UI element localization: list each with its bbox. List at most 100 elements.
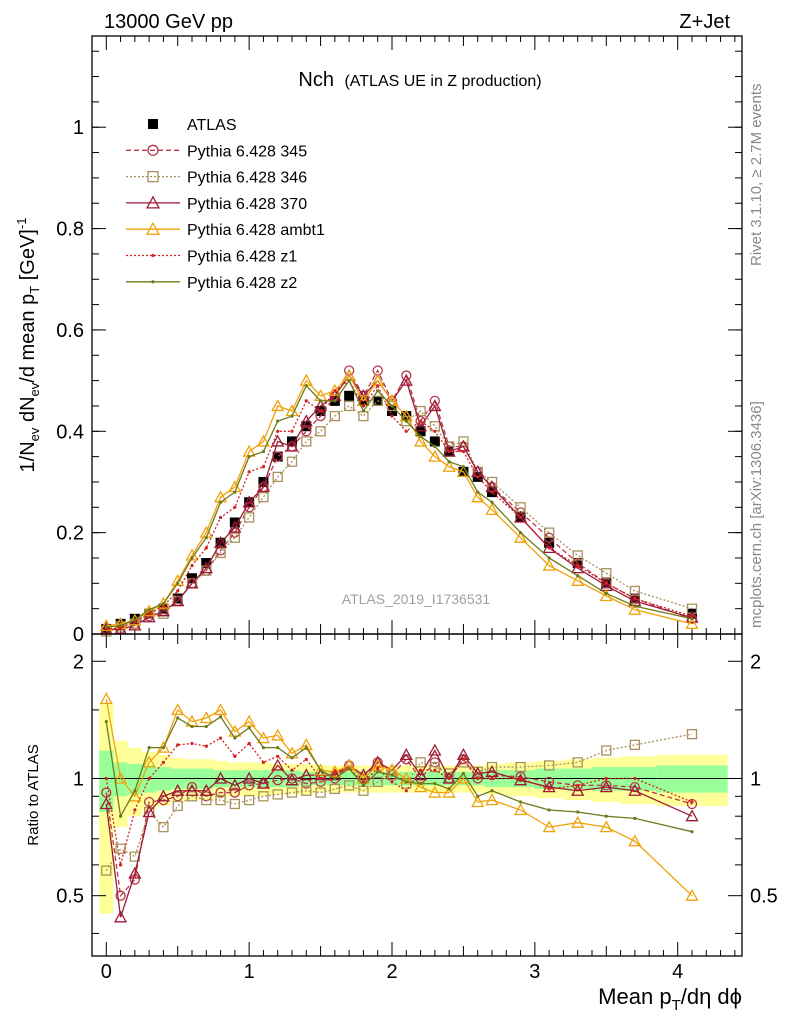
mc-data-point — [271, 434, 285, 447]
mc-data-point — [404, 419, 408, 423]
ratio-data-point — [433, 782, 437, 786]
mc-data-point — [476, 475, 480, 479]
ratio-data-point — [628, 834, 642, 847]
ratio-data-point — [604, 776, 608, 781]
ratio-data-point — [490, 776, 494, 781]
mc-data-point — [161, 601, 166, 606]
ratio-data-point — [599, 780, 613, 793]
mc-data-point — [247, 470, 251, 474]
ratio-y-tick-label: 2 — [73, 651, 84, 673]
mc-data-point — [461, 465, 466, 469]
mc-data-point — [118, 624, 123, 628]
main-series-group — [99, 365, 699, 637]
legend-label: Pythia 6.428 370 — [187, 196, 307, 213]
ratio-data-point — [304, 746, 308, 750]
ratio-data-point — [390, 773, 394, 777]
ratio-series-line — [105, 733, 693, 871]
ratio-data-point — [428, 743, 442, 756]
mc-data-point — [258, 492, 269, 503]
main-y-tick-label: 0.2 — [56, 523, 84, 545]
ratio-data-point — [101, 787, 112, 798]
ratio-data-point — [313, 763, 328, 776]
ratio-data-point — [428, 785, 442, 798]
ratio-data-point — [447, 787, 451, 791]
ratio-data-point — [261, 760, 266, 764]
ratio-data-point — [471, 795, 485, 808]
ratio-data-point — [515, 761, 526, 773]
ratio-data-point — [685, 809, 699, 822]
mc-data-point — [601, 568, 612, 579]
analysis-id: ATLAS_2019_I1736531 — [342, 591, 491, 607]
ratio-data-point — [171, 783, 185, 796]
mc-data-point — [215, 547, 226, 559]
mc-data-point — [147, 608, 151, 612]
ratio-data-point — [215, 787, 226, 798]
x-axis-label: Mean pT/dη dϕ — [598, 984, 742, 1014]
mc-data-point — [176, 589, 180, 593]
ratio-data-point — [576, 783, 580, 787]
ratio-data-point — [447, 776, 451, 781]
mc-data-point — [576, 574, 580, 578]
legend-label: Pythia 6.428 345 — [187, 143, 307, 160]
ratio-data-point — [172, 800, 183, 812]
ratio-data-point — [286, 787, 298, 798]
ratio-data-point — [513, 803, 528, 816]
ratio-data-point — [142, 755, 156, 768]
ratio-data-point — [599, 820, 613, 833]
ratio-data-point — [333, 770, 337, 774]
legend-label: Pythia 6.428 ambt1 — [187, 222, 325, 239]
ratio-data-point — [571, 815, 585, 828]
main-subtitle-text: (ATLAS UE in Z production) — [344, 73, 541, 90]
ratio-data-point — [476, 794, 480, 798]
mc-data-point — [190, 556, 194, 560]
y-axis-label-main: 1/Nev dNev/d mean pT [GeV]-1 — [14, 218, 42, 473]
mc-data-point — [447, 449, 451, 454]
mc-data-point — [543, 527, 555, 538]
mc-data-point — [476, 490, 480, 494]
mc-data-point — [542, 558, 556, 571]
mc-data-point — [229, 532, 241, 543]
ratio-data-point — [218, 715, 223, 719]
ratio-data-point — [413, 780, 428, 793]
y-axis-label-ratio: Ratio to ATLAS — [25, 744, 42, 845]
ratio-data-point — [572, 780, 583, 791]
mc-data-point — [204, 546, 208, 550]
x-tick-label: 0 — [101, 961, 112, 983]
ratio-data-point — [228, 778, 242, 791]
ratio-data-point — [442, 785, 456, 798]
mc-data-point — [599, 589, 613, 602]
ratio-data-point — [604, 814, 608, 818]
ratio-data-point — [442, 771, 456, 784]
mc-data-point — [276, 429, 280, 433]
mc-data-point — [301, 426, 312, 437]
main-title-text: Nch — [298, 69, 334, 91]
ratio-data-point — [542, 780, 556, 793]
ratio-data-point — [361, 780, 366, 784]
mc-data-point — [690, 617, 694, 621]
ratio-data-point — [543, 776, 555, 788]
ratio-data-point — [299, 738, 313, 751]
ratio-data-point — [461, 771, 466, 776]
mc-data-point — [171, 573, 185, 586]
ratio-data-point — [161, 746, 166, 750]
ratio-data-point — [229, 787, 241, 798]
atlas-data-point — [344, 390, 355, 401]
ratio-data-point — [629, 782, 641, 793]
legend-entry: ATLAS — [148, 117, 237, 134]
ratio-data-point — [518, 776, 523, 781]
mc-data-point — [442, 459, 456, 472]
main-y-tick-label: 0.8 — [56, 219, 84, 241]
legend-entry: Pythia 6.428 ambt1 — [126, 221, 325, 239]
ratio-data-point — [276, 754, 280, 758]
ratio-data-point — [213, 771, 228, 784]
ratio-data-point — [404, 789, 408, 793]
ratio-data-point — [513, 773, 528, 786]
mc-data-point — [171, 594, 185, 607]
ratio-data-point — [329, 783, 341, 795]
ratio-data-point — [418, 768, 423, 772]
ratio-band-green — [656, 765, 728, 793]
ratio-data-point — [218, 736, 223, 740]
mc-data-point — [361, 409, 366, 413]
ratio-data-point — [633, 816, 637, 820]
ratio-data-point — [190, 724, 194, 729]
